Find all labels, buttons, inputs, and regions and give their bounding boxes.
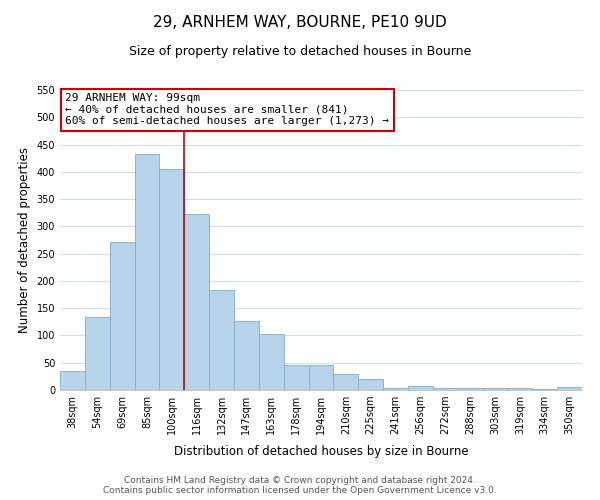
Bar (358, 379, 383, 390)
Bar (482, 388, 508, 390)
X-axis label: Distribution of detached houses by size in Bourne: Distribution of detached houses by size … (173, 446, 469, 458)
Text: Contains HM Land Registry data © Crown copyright and database right 2024.
Contai: Contains HM Land Registry data © Crown c… (103, 476, 497, 495)
Text: 29, ARNHEM WAY, BOURNE, PE10 9UD: 29, ARNHEM WAY, BOURNE, PE10 9UD (153, 15, 447, 30)
Bar (85, 318, 110, 390)
Bar (334, 374, 358, 390)
Bar (383, 388, 408, 390)
Bar (508, 388, 532, 390)
Bar (259, 334, 284, 390)
Text: Size of property relative to detached houses in Bourne: Size of property relative to detached ho… (129, 45, 471, 58)
Bar (209, 290, 234, 390)
Bar (458, 388, 482, 390)
Bar (408, 386, 433, 390)
Bar (433, 388, 458, 390)
Y-axis label: Number of detached properties: Number of detached properties (18, 147, 31, 333)
Bar (184, 214, 209, 390)
Bar (557, 388, 582, 390)
Text: 29 ARNHEM WAY: 99sqm
← 40% of detached houses are smaller (841)
60% of semi-deta: 29 ARNHEM WAY: 99sqm ← 40% of detached h… (65, 93, 389, 126)
Bar (234, 320, 259, 390)
Bar (60, 371, 85, 390)
Bar (308, 366, 334, 390)
Bar (134, 154, 160, 390)
Bar (284, 366, 308, 390)
Bar (160, 169, 184, 390)
Bar (110, 242, 134, 390)
